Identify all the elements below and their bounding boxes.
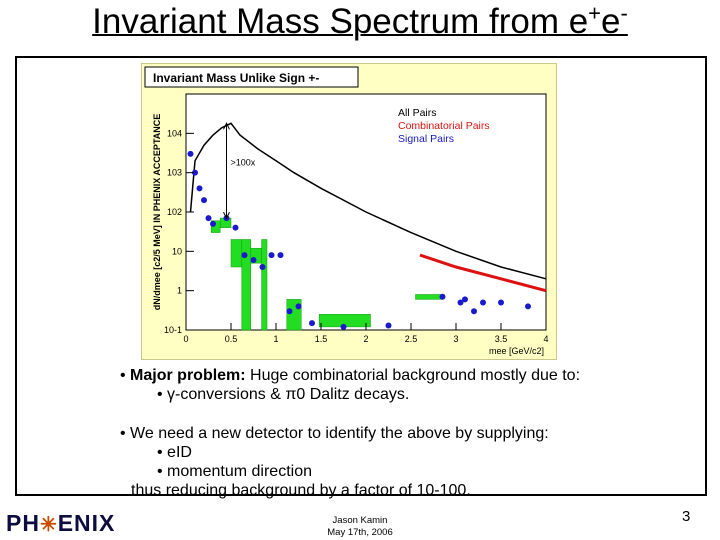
chart-title: Invariant Mass Unlike Sign +- xyxy=(153,71,319,85)
y-tick-label: 10 xyxy=(172,246,182,256)
plot-panel: Invariant Mass Unlike Sign +- 0 0.5 1 1.5 2 2… xyxy=(141,63,557,360)
signal-point xyxy=(250,257,257,264)
x-tick-label: 1 xyxy=(273,334,278,344)
y-tick-label: 104 xyxy=(167,128,182,138)
legend-entry: All Pairs xyxy=(398,107,437,119)
bullet-1-sub: • γ-conversions & π0 Dalitz decays. xyxy=(157,386,410,403)
x-tick-label: 3 xyxy=(453,334,458,344)
bullet-2-sub-1: • eID xyxy=(157,444,192,461)
signal-point xyxy=(525,303,531,310)
invariant-mass-chart: Invariant Mass Unlike Sign +- 0 0.5 1 1.5 2 2… xyxy=(144,66,549,356)
y-tick-label: 103 xyxy=(167,168,182,178)
y-tick-label: 1 xyxy=(177,286,182,296)
phenix-logo: PH✳ENIX xyxy=(6,510,116,536)
y-tick-label: 102 xyxy=(167,207,182,217)
signal-point xyxy=(210,220,216,227)
signal-point xyxy=(187,150,194,157)
y-axis-label: dN/dmee [c2/5 MeV] IN PHENIX ACCEPTANCE xyxy=(152,114,162,311)
signal-point xyxy=(268,252,275,259)
signal-point xyxy=(462,296,468,303)
bullet-list: • Major problem: Huge combinatorial back… xyxy=(120,366,680,500)
slide-title: Invariant Mass Spectrum from e+e- xyxy=(0,2,720,42)
signal-point xyxy=(498,299,504,306)
signal-point xyxy=(439,293,446,300)
signal-point xyxy=(232,224,239,231)
footer-name: Jason Kamin xyxy=(332,515,388,526)
signal-point xyxy=(205,215,212,222)
series-combinatorial xyxy=(419,253,547,293)
x-tick-label: 3.5 xyxy=(495,334,508,344)
signal-point xyxy=(340,323,347,330)
bullet-2-conclusion: thus reducing background by a factor of … xyxy=(131,482,471,499)
signal-point xyxy=(309,320,315,327)
signal-error-box xyxy=(415,294,443,300)
page-number: 3 xyxy=(682,508,691,525)
arrow-head-top xyxy=(223,122,230,130)
signal-error-box xyxy=(241,239,252,331)
chart-title-box xyxy=(144,66,359,88)
x-tick-label: 2.5 xyxy=(405,334,418,344)
signal-point xyxy=(196,185,203,192)
series-all-pairs xyxy=(189,122,547,280)
annotation-label: >100x xyxy=(231,158,256,168)
content-frame xyxy=(15,56,707,496)
signal-point xyxy=(457,299,464,306)
signal-point xyxy=(241,252,248,259)
signal-point xyxy=(192,169,198,176)
footer-date: May 17th, 2006 xyxy=(327,527,393,538)
y-tick-label: 10-1 xyxy=(164,325,182,335)
x-tick-label: 1.5 xyxy=(315,334,328,344)
signal-point xyxy=(480,299,486,306)
signal-point xyxy=(295,303,302,310)
signal-point xyxy=(277,252,284,259)
x-tick-label: 0.5 xyxy=(225,334,238,344)
legend-entry: Combinatorial Pairs xyxy=(398,120,490,132)
x-axis-label: mee [GeV/c2] xyxy=(489,346,544,356)
legend-entry: Signal Pairs xyxy=(398,133,454,145)
footer: Jason Kamin May 17th, 2006 xyxy=(300,515,420,539)
signal-point xyxy=(471,308,477,315)
x-tick-label: 4 xyxy=(543,334,548,344)
title-text: Invariant Mass Spectrum from e+e- xyxy=(92,0,628,41)
signal-point xyxy=(259,263,266,270)
signal-point xyxy=(385,322,392,329)
signal-point xyxy=(201,197,207,204)
x-tick-label: 0 xyxy=(183,334,188,344)
bullet-1: • Major problem: Huge combinatorial back… xyxy=(120,367,581,384)
arrow-head-bottom xyxy=(223,211,230,220)
bullet-2-sub-2: • momentum direction xyxy=(157,463,312,480)
x-tick-label: 2 xyxy=(363,334,368,344)
signal-point xyxy=(286,308,293,315)
bullet-2: • We need a new detector to identify the… xyxy=(120,425,549,442)
signal-error-box xyxy=(230,239,243,268)
signal-error-box xyxy=(261,239,268,331)
